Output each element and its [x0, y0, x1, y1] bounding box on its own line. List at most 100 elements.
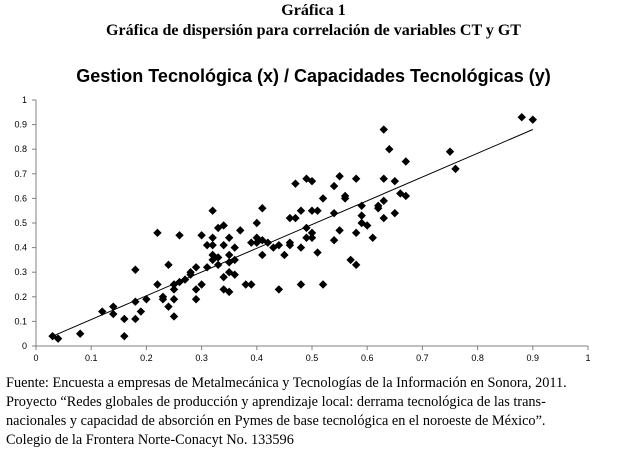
- footer-line: Fuente: Encuesta a empresas de Metalmecá…: [6, 375, 567, 391]
- data-point: [213, 260, 223, 270]
- data-point: [186, 268, 195, 277]
- x-tick-label: 0: [33, 353, 38, 363]
- data-point: [307, 233, 317, 242]
- x-tick-label: 0.3: [195, 353, 208, 363]
- data-point: [351, 228, 361, 238]
- data-point: [53, 334, 63, 343]
- y-tick-label: 0.2: [14, 292, 27, 302]
- data-point: [302, 233, 311, 242]
- y-tick-label: 0.7: [14, 169, 27, 179]
- data-point: [230, 243, 239, 252]
- footer-line: Proyecto “Redes globales de producción y…: [6, 394, 546, 410]
- data-point: [346, 255, 355, 265]
- x-tick-label: 0.8: [471, 353, 484, 363]
- data-point: [528, 115, 537, 124]
- chart-title: Gestion Tecnológica (x) / Capacidades Te…: [76, 66, 551, 86]
- figure-title: Gráfica de dispersión para correlación d…: [106, 22, 521, 39]
- x-tick-label: 0.7: [416, 353, 429, 363]
- data-point: [208, 206, 217, 215]
- data-point: [142, 295, 151, 304]
- data-points: [48, 113, 537, 343]
- trendline-group: [52, 129, 533, 337]
- data-point: [225, 250, 234, 260]
- data-point: [208, 240, 217, 250]
- data-point: [219, 272, 228, 282]
- data-point: [379, 125, 388, 134]
- data-point: [169, 285, 179, 294]
- data-point: [75, 329, 85, 338]
- trendline: [52, 129, 533, 337]
- y-tick-label: 0.4: [14, 243, 27, 253]
- data-point: [351, 260, 361, 270]
- data-point: [363, 221, 372, 230]
- data-point: [202, 263, 212, 272]
- data-point: [98, 307, 107, 316]
- data-point: [307, 176, 317, 186]
- data-point: [357, 201, 366, 210]
- data-point: [191, 295, 201, 304]
- data-point: [153, 228, 162, 238]
- data-point: [208, 233, 217, 242]
- data-point: [445, 147, 455, 156]
- y-tick-label: 0.1: [14, 316, 27, 326]
- data-point: [202, 240, 212, 250]
- data-point: [307, 228, 317, 238]
- data-point: [401, 157, 411, 166]
- data-point: [247, 280, 256, 289]
- y-tick-label: 1: [22, 95, 27, 105]
- data-point: [329, 208, 339, 218]
- data-point: [335, 226, 344, 235]
- x-tick-label: 0.5: [306, 353, 319, 363]
- data-point: [379, 174, 388, 183]
- footer-line: nacionales y capacidad de absorción en P…: [6, 413, 546, 429]
- data-point: [258, 204, 267, 213]
- data-point: [197, 280, 206, 289]
- x-tick-label: 0.9: [527, 353, 540, 363]
- figure-number: Gráfica 1: [281, 2, 346, 19]
- data-point: [197, 231, 206, 240]
- data-point: [230, 255, 239, 265]
- data-point: [236, 226, 245, 235]
- y-tick-label: 0.9: [14, 120, 27, 130]
- data-point: [180, 275, 190, 284]
- data-point: [131, 265, 140, 274]
- data-point: [191, 285, 201, 294]
- y-tick-label: 0: [22, 341, 27, 351]
- data-point: [401, 191, 411, 201]
- data-point: [379, 213, 388, 223]
- y-tick-label: 0.5: [14, 218, 27, 228]
- x-tick-label: 0.1: [85, 353, 98, 363]
- y-tick-label: 0.8: [14, 144, 27, 154]
- data-point: [291, 213, 300, 223]
- data-point: [158, 295, 168, 304]
- data-point: [169, 280, 179, 289]
- data-point: [357, 218, 366, 228]
- data-point: [385, 145, 394, 154]
- data-point: [191, 263, 201, 272]
- data-point: [285, 213, 295, 223]
- data-point: [318, 280, 328, 289]
- data-point: [351, 174, 361, 183]
- data-point: [131, 297, 140, 306]
- data-point: [258, 250, 267, 260]
- data-point: [451, 164, 460, 174]
- data-point: [280, 250, 289, 260]
- data-point: [313, 248, 322, 257]
- data-point: [219, 240, 228, 250]
- data-point: [175, 231, 184, 240]
- data-point: [274, 285, 284, 294]
- data-point: [252, 218, 261, 228]
- data-point: [274, 240, 284, 250]
- data-point: [120, 331, 129, 341]
- data-point: [313, 206, 322, 215]
- data-point: [379, 196, 388, 206]
- data-point: [153, 280, 162, 289]
- data-point: [390, 176, 399, 186]
- data-point: [109, 309, 118, 319]
- data-point: [368, 233, 377, 242]
- x-tick-label: 0.2: [140, 353, 153, 363]
- data-point: [302, 223, 311, 233]
- data-point: [340, 194, 350, 203]
- x-tick-label: 0.4: [251, 353, 264, 363]
